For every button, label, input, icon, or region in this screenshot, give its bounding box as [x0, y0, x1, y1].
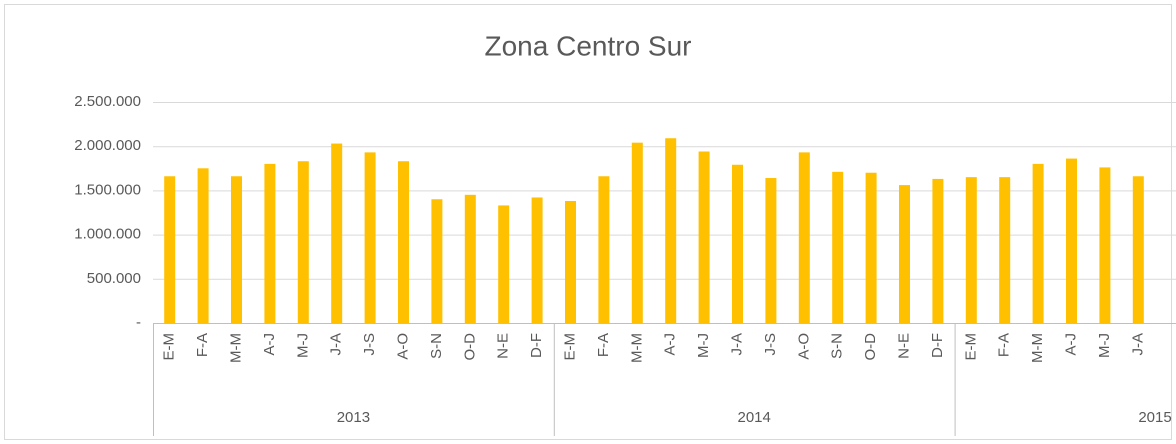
x-tick-label: M-J	[1096, 333, 1113, 358]
bar	[231, 176, 242, 323]
x-tick-label: J-S	[361, 333, 378, 356]
x-tick-label: N-E	[495, 333, 512, 359]
bar	[197, 168, 209, 323]
bar	[798, 152, 810, 323]
bar	[865, 172, 877, 323]
x-tick-label: A-J	[261, 333, 278, 356]
bar	[698, 151, 710, 323]
x-tick-label: A-J	[662, 333, 679, 356]
chart-title: Zona Centro Sur	[485, 30, 692, 61]
bar	[1132, 176, 1144, 323]
group-label: 2014	[738, 409, 771, 426]
x-tick-label: J-A	[1129, 333, 1146, 356]
y-tick-label: -	[136, 314, 141, 331]
bar	[498, 205, 510, 323]
x-tick-label: M-J	[294, 333, 311, 358]
x-tick-label: N-E	[895, 333, 912, 359]
y-tick-label: 1.000.000	[74, 226, 141, 243]
x-tick-label: A-O	[795, 333, 812, 360]
x-tick-label: A-J	[1062, 333, 1079, 356]
x-tick-label: M-J	[695, 333, 712, 358]
bar	[965, 177, 977, 323]
bar	[431, 199, 443, 323]
x-tick-label: S-N	[428, 333, 445, 359]
bar	[331, 143, 343, 323]
x-tick-label: M-M	[628, 333, 645, 363]
y-tick-label: 2.000.000	[74, 137, 141, 154]
bar	[932, 178, 944, 323]
group-label: 2013	[337, 409, 370, 426]
bar	[1066, 158, 1077, 323]
bar	[765, 178, 777, 323]
bar	[565, 201, 576, 323]
y-tick-label: 2.500.000	[74, 93, 141, 110]
chart-border	[4, 4, 1172, 440]
x-tick-label: F-A	[595, 333, 612, 357]
x-tick-label: D-F	[528, 333, 545, 358]
x-tick-label: D-F	[929, 333, 946, 358]
bar	[398, 161, 409, 323]
bar	[297, 161, 309, 323]
x-tick-label: A-O	[394, 333, 411, 360]
x-tick-label: E-M	[161, 333, 178, 361]
bar	[464, 194, 476, 323]
x-tick-label: F-A	[996, 333, 1013, 357]
y-tick-label: 500.000	[87, 270, 141, 287]
bar	[531, 197, 543, 323]
group-label: 2015	[1138, 409, 1171, 426]
x-tick-label: J-A	[728, 333, 745, 356]
bar	[832, 171, 844, 323]
x-tick-label: M-M	[227, 333, 244, 363]
bar	[364, 152, 376, 323]
x-tick-label: F-A	[194, 333, 211, 357]
x-tick-label: O-D	[461, 333, 478, 361]
bar	[665, 138, 677, 323]
x-tick-label: S-N	[829, 333, 846, 359]
bar	[264, 163, 276, 323]
bar	[598, 176, 610, 323]
x-tick-label: J-A	[328, 333, 345, 356]
bar	[1099, 167, 1111, 323]
bar	[164, 176, 176, 323]
x-tick-label: E-M	[962, 333, 979, 361]
bar	[631, 142, 643, 323]
bar	[732, 164, 743, 323]
bar	[899, 185, 910, 323]
bar	[1032, 163, 1044, 323]
bar	[999, 177, 1011, 323]
x-tick-label: E-M	[561, 333, 578, 361]
x-tick-label: J-S	[762, 333, 779, 356]
x-tick-label: O-D	[862, 333, 879, 361]
y-tick-label: 1.500.000	[74, 181, 141, 198]
x-tick-label: M-M	[1029, 333, 1046, 363]
